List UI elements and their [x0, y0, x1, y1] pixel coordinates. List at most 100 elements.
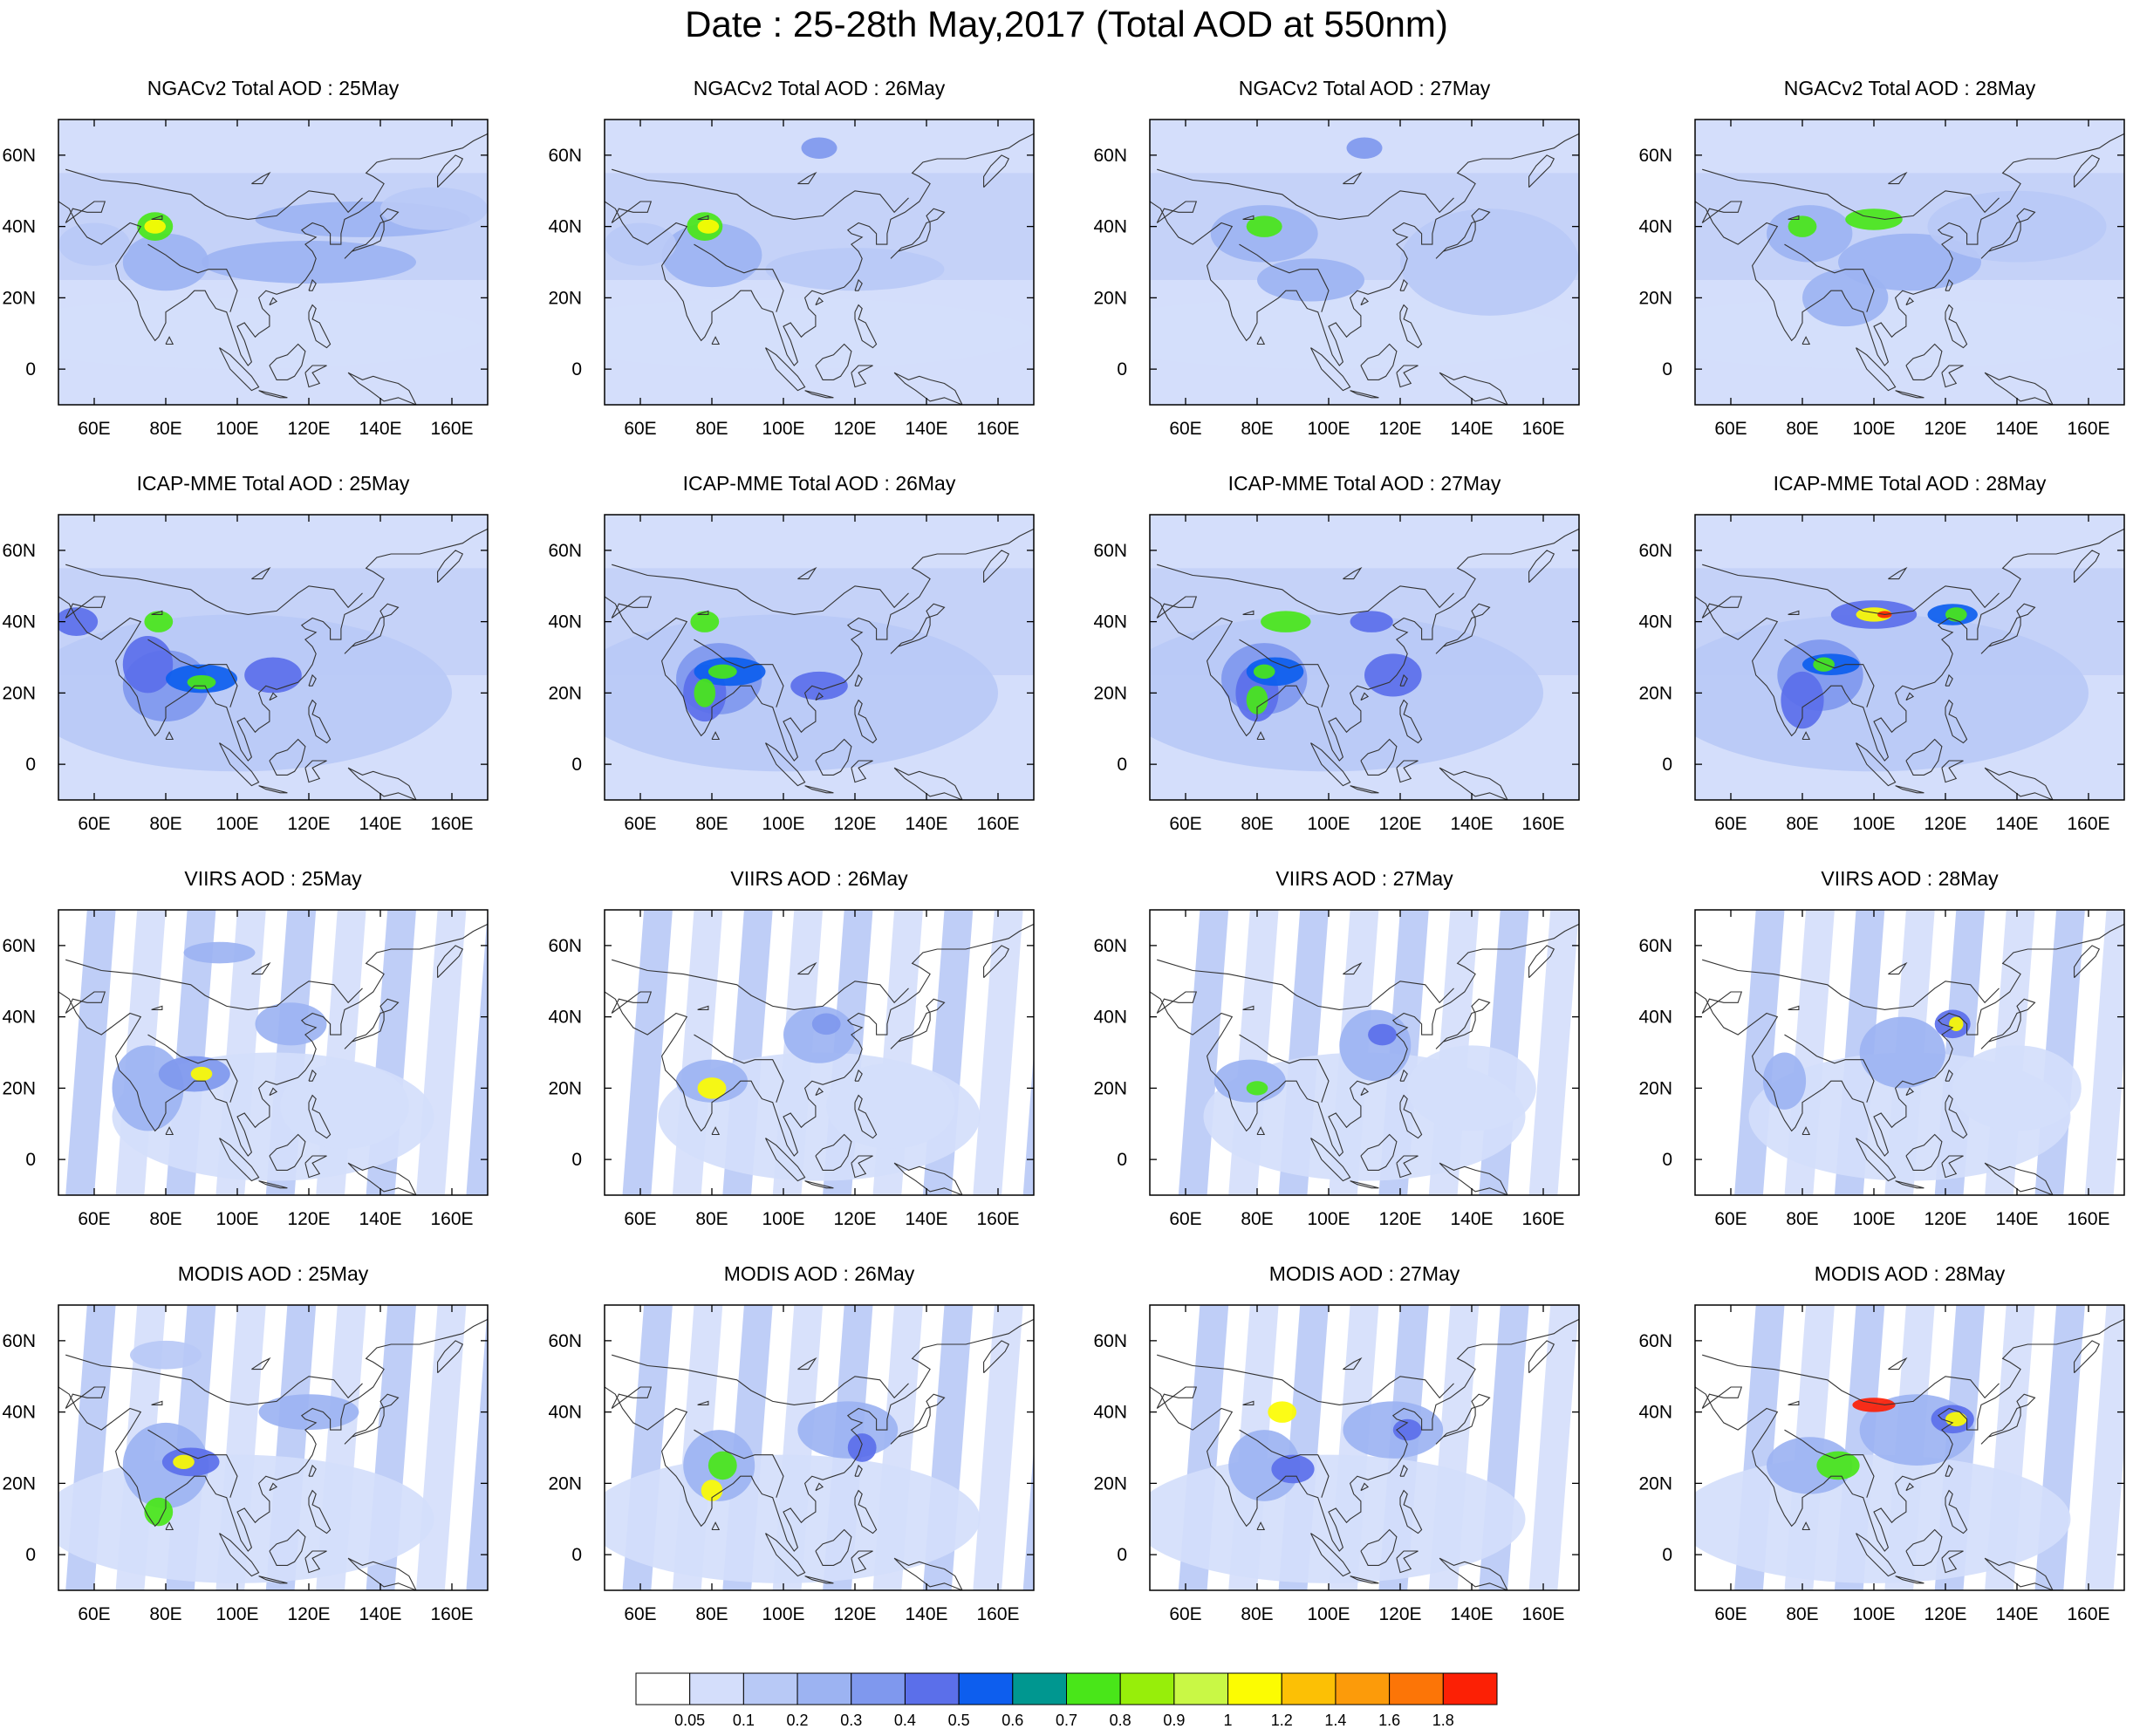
- x-tick-label: 160E: [2067, 814, 2109, 834]
- x-tick-label: 120E: [833, 1209, 876, 1229]
- x-tick-label: 140E: [1450, 419, 1493, 439]
- colorbar-box: [851, 1673, 906, 1705]
- x-tick-label: 140E: [1995, 814, 2038, 834]
- colorbar-label: 0.6: [1002, 1712, 1023, 1729]
- x-tick-label: 120E: [287, 1209, 330, 1229]
- y-tick-label: 20N: [548, 683, 582, 703]
- colorbar-box: [1443, 1673, 1497, 1705]
- y-tick-label: 0: [1662, 1545, 1672, 1565]
- colorbar-box: [636, 1673, 690, 1705]
- x-tick-label: 100E: [762, 814, 804, 834]
- colorbar-label: 0.8: [1110, 1712, 1131, 1729]
- x-tick-label: 60E: [624, 419, 656, 439]
- aod-blob: [1678, 1455, 2071, 1583]
- colorbar-label: 1.4: [1324, 1712, 1346, 1729]
- panel-title: NGACv2 Total AOD : 26May: [605, 76, 1034, 100]
- y-tick-label: 60N: [1638, 1331, 1672, 1351]
- colorbar-label: 1: [1224, 1712, 1233, 1729]
- panel-title: NGACv2 Total AOD : 28May: [1695, 76, 2124, 100]
- y-tick-label: 40N: [1093, 1008, 1127, 1028]
- colorbar-box: [1228, 1673, 1282, 1705]
- x-tick-label: 160E: [1521, 419, 1564, 439]
- y-tick-label: 20N: [1638, 1473, 1672, 1493]
- y-tick-label: 60N: [1093, 936, 1127, 956]
- x-tick-label: 140E: [359, 1604, 401, 1624]
- y-tick-label: 60N: [1638, 936, 1672, 956]
- x-tick-label: 60E: [78, 1604, 110, 1624]
- x-tick-label: 60E: [1169, 1604, 1201, 1624]
- x-tick-label: 60E: [1714, 419, 1747, 439]
- aod-blob: [1254, 665, 1275, 679]
- aod-blob: [1364, 653, 1422, 696]
- x-tick-label: 140E: [905, 1604, 947, 1624]
- y-tick-label: 60N: [548, 146, 582, 166]
- aod-blob: [1945, 607, 1967, 621]
- colorbar-label: 0.7: [1056, 1712, 1077, 1729]
- x-tick-label: 140E: [905, 419, 947, 439]
- x-tick-label: 80E: [149, 1604, 181, 1624]
- x-tick-label: 60E: [1169, 419, 1201, 439]
- y-tick-label: 0: [1117, 1545, 1127, 1565]
- x-tick-label: 100E: [1307, 419, 1350, 439]
- y-tick-label: 60N: [1638, 541, 1672, 561]
- x-tick-label: 140E: [1995, 419, 2038, 439]
- panel-title: ICAP-MME Total AOD : 27May: [1150, 471, 1579, 496]
- aod-blob: [1845, 208, 1903, 230]
- aod-blob: [1132, 1455, 1526, 1583]
- panel-title: VIIRS AOD : 26May: [605, 866, 1034, 891]
- panel-title: MODIS AOD : 25May: [58, 1261, 488, 1286]
- y-tick-label: 40N: [2, 612, 36, 632]
- aod-blob: [694, 679, 716, 707]
- x-tick-label: 140E: [359, 814, 401, 834]
- y-tick-label: 60N: [1093, 541, 1127, 561]
- aod-blob: [144, 219, 166, 233]
- y-tick-label: 40N: [2, 1008, 36, 1028]
- x-tick-label: 80E: [1786, 814, 1818, 834]
- colorbar-box: [1013, 1673, 1067, 1705]
- panel-title: ICAP-MME Total AOD : 25May: [58, 471, 488, 496]
- y-tick-label: 40N: [2, 217, 36, 237]
- x-tick-label: 100E: [1852, 1209, 1895, 1229]
- aod-blob: [1659, 614, 2089, 771]
- aod-blob: [1247, 1081, 1268, 1095]
- y-tick-label: 20N: [1638, 288, 1672, 308]
- y-tick-label: 20N: [548, 1473, 582, 1493]
- x-tick-label: 100E: [1307, 1604, 1350, 1624]
- aod-blob: [708, 665, 737, 679]
- x-tick-label: 160E: [430, 814, 473, 834]
- y-tick-label: 60N: [548, 541, 582, 561]
- x-tick-label: 140E: [1450, 1604, 1493, 1624]
- x-tick-label: 100E: [1307, 814, 1350, 834]
- aod-blob: [256, 1002, 327, 1045]
- panel-title: VIIRS AOD : 25May: [58, 866, 488, 891]
- y-tick-label: 0: [1662, 755, 1672, 775]
- x-tick-label: 160E: [1521, 814, 1564, 834]
- x-tick-label: 60E: [624, 814, 656, 834]
- y-tick-label: 20N: [1093, 288, 1127, 308]
- x-tick-label: 120E: [287, 1604, 330, 1624]
- x-tick-label: 60E: [1169, 1209, 1201, 1229]
- x-tick-label: 160E: [430, 1604, 473, 1624]
- y-tick-label: 60N: [2, 541, 36, 561]
- x-tick-label: 160E: [976, 419, 1019, 439]
- panel-title: VIIRS AOD : 28May: [1695, 866, 2124, 891]
- aod-blob: [1816, 1452, 1859, 1480]
- y-tick-label: 40N: [1638, 217, 1672, 237]
- aod-blob: [1339, 1009, 1411, 1081]
- aod-blob: [1407, 1045, 1536, 1131]
- panel-title: NGACv2 Total AOD : 27May: [1150, 76, 1579, 100]
- x-tick-label: 120E: [287, 419, 330, 439]
- x-tick-label: 160E: [976, 1604, 1019, 1624]
- x-tick-label: 160E: [1521, 1604, 1564, 1624]
- x-tick-label: 100E: [762, 1209, 804, 1229]
- aod-blob: [1114, 614, 1543, 771]
- x-tick-label: 60E: [1714, 1604, 1747, 1624]
- aod-blob: [766, 248, 945, 290]
